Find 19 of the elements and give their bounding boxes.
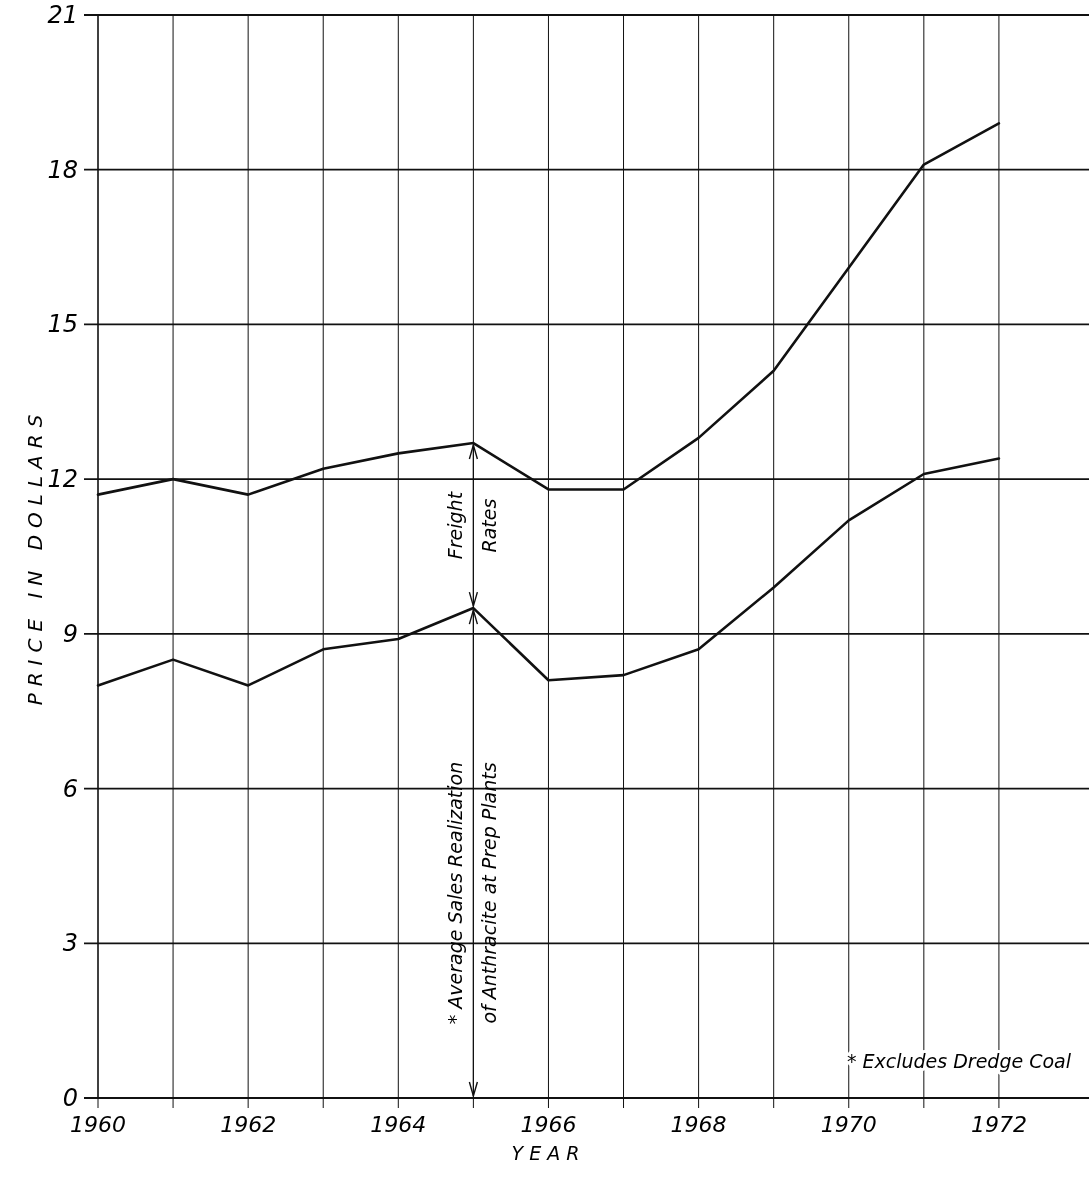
- y-tick-label: 18: [47, 155, 78, 184]
- y-tick-label: 0: [62, 1084, 78, 1112]
- y-tick-label: 6: [62, 774, 78, 803]
- annotation: * Average Sales Realization of Anthracite at Prep Plants: [444, 761, 501, 1025]
- x-tick-label: 1972: [970, 1112, 1027, 1137]
- x-tick-label: 1962: [220, 1112, 277, 1137]
- y-tick-label: 12: [47, 465, 78, 494]
- x-axis-title: YEAR: [511, 1142, 586, 1164]
- x-tick-label: 1966: [520, 1112, 577, 1137]
- y-tick-label: 15: [47, 310, 78, 339]
- y-tick-label: 21: [47, 1, 78, 29]
- x-tick-label: 1960: [70, 1112, 126, 1137]
- x-tick-label: 1970: [820, 1112, 877, 1137]
- annotation: Freight Rates: [444, 490, 501, 560]
- x-tick-label: 1968: [670, 1112, 727, 1137]
- y-tick-label: 3: [62, 929, 78, 958]
- x-tick-label: 1964: [370, 1112, 427, 1137]
- y-axis-title: PRICE IN DOLLARS: [23, 407, 47, 706]
- y-tick-label: 9: [62, 619, 78, 648]
